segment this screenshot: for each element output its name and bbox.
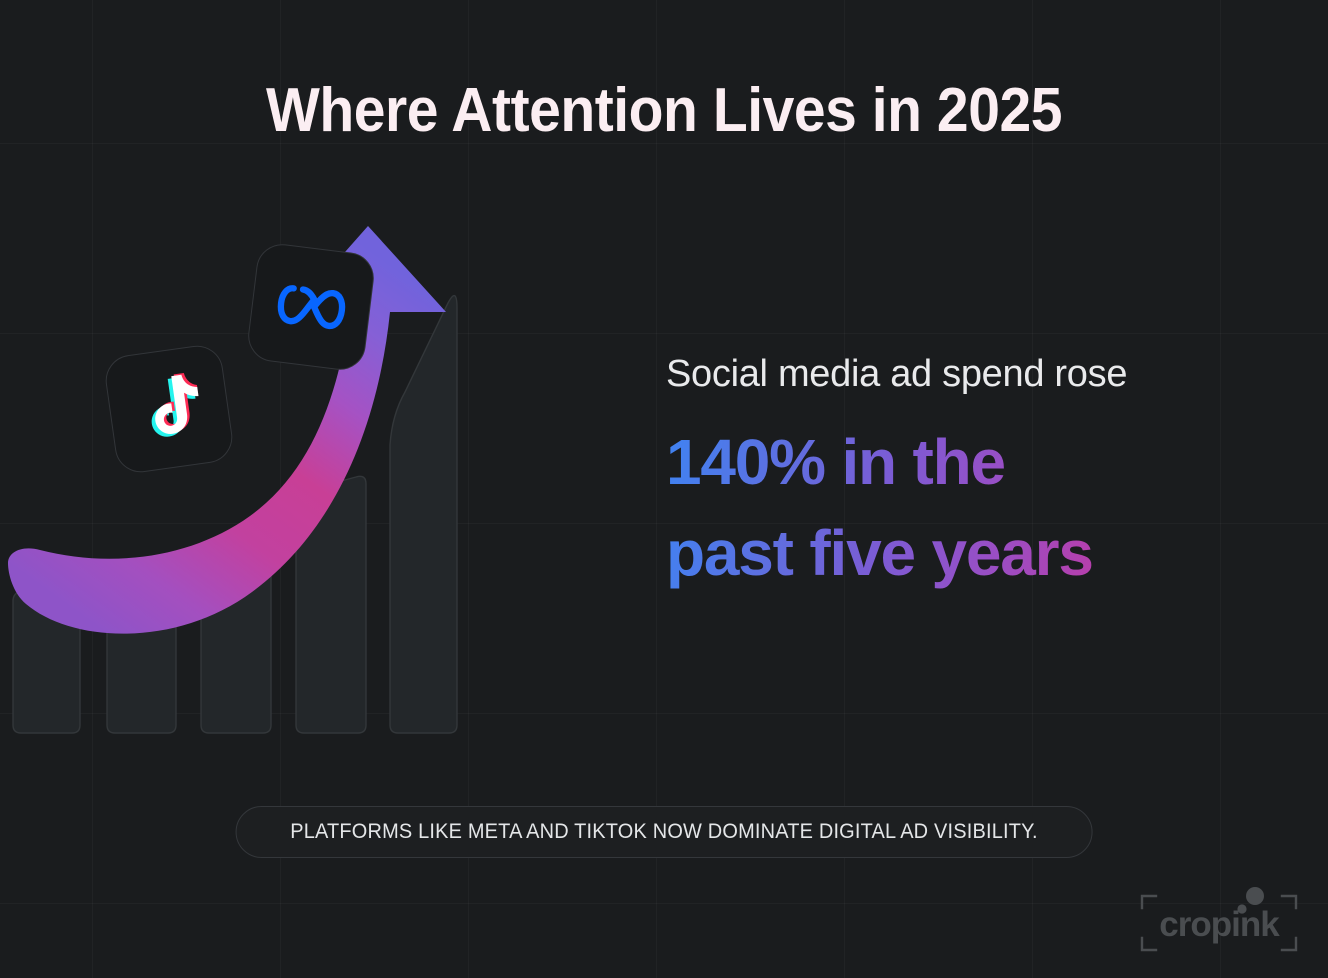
cropink-mark-icon	[1237, 887, 1264, 914]
stat-line-2: past five years	[666, 516, 1093, 589]
platform-tile-tiktok[interactable]	[102, 342, 236, 476]
chart-graphic	[0, 160, 640, 780]
growth-arrow-icon	[8, 226, 446, 634]
page-title: Where Attention Lives in 2025	[266, 76, 1062, 145]
caption-text: PLATFORMS LIKE META AND TIKTOK NOW DOMIN…	[290, 820, 1038, 843]
caption-pill: PLATFORMS LIKE META AND TIKTOK NOW DOMIN…	[235, 806, 1093, 858]
stat-copy-block: Social media ad spend rose 140% in the p…	[666, 352, 1266, 599]
meta-logo-icon	[277, 285, 346, 329]
stat-highlight-text: 140% in the past five years	[666, 417, 1266, 599]
bar-group	[12, 295, 458, 734]
bar-5	[389, 295, 458, 734]
cropink-wordmark: cropink	[1159, 905, 1280, 944]
cropink-watermark: cropink	[1132, 882, 1306, 964]
platform-tile-meta[interactable]	[245, 241, 377, 373]
tiktok-logo-icon	[151, 372, 202, 437]
stat-lead-text: Social media ad spend rose	[666, 353, 1128, 395]
crop-marks-icon	[1140, 894, 1298, 952]
stat-line-1: 140% in the	[666, 425, 1005, 498]
